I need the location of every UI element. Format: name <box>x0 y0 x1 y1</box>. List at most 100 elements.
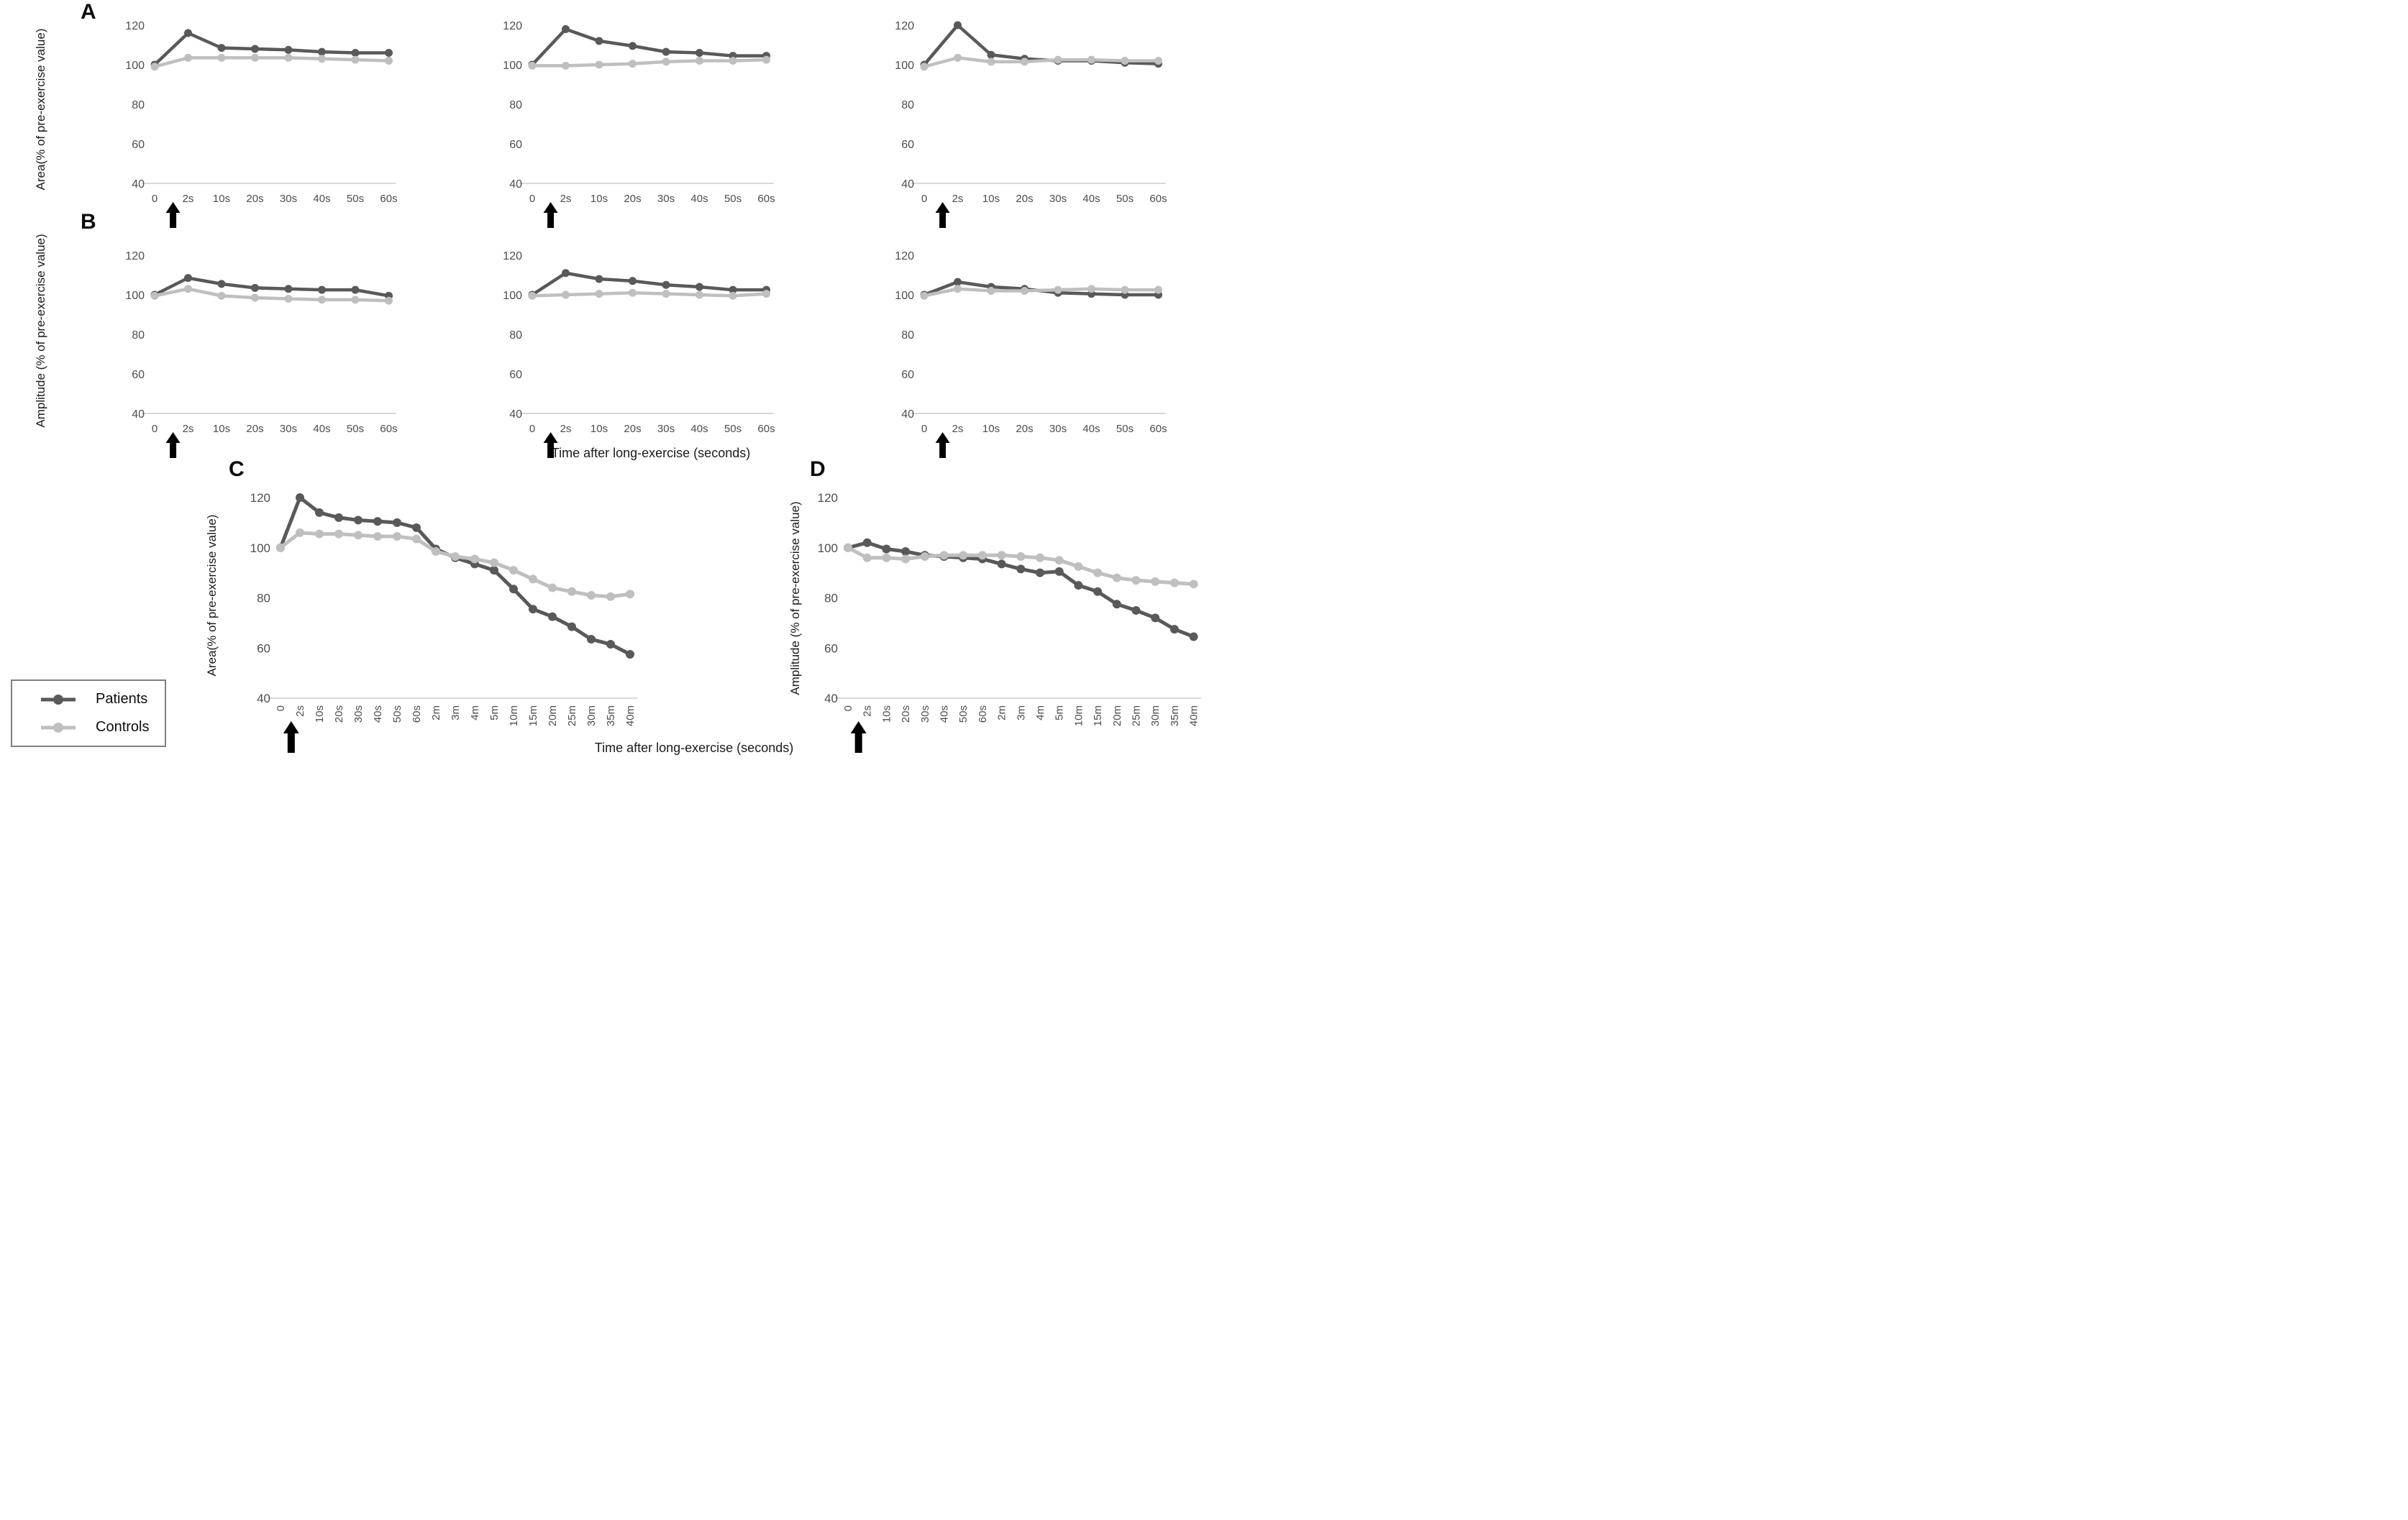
controls-data-point <box>882 553 891 562</box>
x-tick-label: 30s <box>1049 423 1067 435</box>
y-tick-label: 60 <box>509 139 522 151</box>
patients-data-point <box>1016 564 1026 574</box>
x-tick-label: 30s <box>919 705 931 723</box>
y-tick-label: 60 <box>901 139 914 151</box>
y-tick-label: 80 <box>901 329 914 342</box>
patients-data-point <box>987 50 995 59</box>
x-tick-label: 60s <box>977 705 989 723</box>
y-tick-label: 60 <box>824 641 838 655</box>
y-tick-label: 40 <box>257 692 270 705</box>
y-tick-label: 80 <box>509 329 522 342</box>
controls-data-point <box>696 290 703 299</box>
y-tick-label: 80 <box>132 329 145 342</box>
patients-data-point <box>373 517 382 526</box>
patients-series-line <box>530 27 768 67</box>
y-tick-label: 60 <box>901 369 914 381</box>
chart-panel-d: 120 100 80 60 40 0 2s 10s 20s 30s 40s 50s 60s 2m 3m 4m 5… <box>795 464 1216 777</box>
chart-panel-b3: 120 100 80 60 40 0 2s 10s 20s 30s 40s 50s 60s <box>883 234 1192 464</box>
y-tick-label: 60 <box>509 369 522 381</box>
x-tick-label: 20s <box>246 423 263 435</box>
controls-data-point <box>529 574 537 584</box>
figure-canvas: A B C D Area(% of pre-exercise value) Am… <box>0 0 1204 760</box>
controls-data-point <box>1087 55 1095 64</box>
patients-data-point <box>882 544 891 554</box>
y-tick-label: 120 <box>895 20 914 32</box>
y-tick-label: 120 <box>818 491 838 505</box>
controls-data-point <box>729 291 737 300</box>
stimulus-arrow-icon <box>165 202 181 228</box>
controls-data-point <box>1169 578 1179 587</box>
controls-data-point <box>315 529 324 539</box>
stimulus-arrow-icon <box>935 432 950 458</box>
controls-data-point <box>385 296 393 305</box>
x-tick-label: 20s <box>246 193 263 205</box>
x-tick-label: 3m <box>450 705 462 720</box>
legend-marker <box>53 722 63 733</box>
controls-data-point <box>562 290 570 299</box>
x-tick-label: 3m <box>1015 705 1027 720</box>
patients-series-line <box>530 271 768 297</box>
y-tick-label: 120 <box>895 250 914 262</box>
legend-label-patients: Patients <box>96 691 148 707</box>
controls-data-point <box>318 55 326 63</box>
patients-data-point <box>1131 605 1141 615</box>
controls-data-point <box>629 288 637 297</box>
patients-data-point <box>629 277 637 285</box>
x-tick-label: 20s <box>900 705 912 723</box>
panel-c-letter: C <box>229 457 245 481</box>
x-tick-label: 0 <box>529 193 535 205</box>
controls-data-point <box>528 61 537 70</box>
x-tick-label: 50s <box>347 193 364 205</box>
patients-data-point <box>1189 632 1198 641</box>
patients-data-point <box>184 29 192 37</box>
controls-data-point <box>548 583 557 592</box>
controls-series-line <box>278 531 632 599</box>
x-tick-label: 30s <box>280 193 297 205</box>
controls-data-point <box>1054 285 1062 294</box>
y-tick-label: 80 <box>257 592 270 605</box>
chart-panel-b2: 120 100 80 60 40 0 2s 10s 20s 30s 40s 50s 60s <box>491 234 800 464</box>
patients-data-point <box>1151 613 1160 623</box>
chart-panel-a2: 120 100 80 60 40 0 2s 10s 20s 30s 40s 50s 60s <box>491 4 800 234</box>
patients-data-point <box>318 285 326 294</box>
patients-data-point <box>251 283 259 292</box>
legend-item-patients: Patients <box>40 691 165 708</box>
patients-data-point <box>729 285 737 294</box>
x-tick-label: 50s <box>724 193 742 205</box>
patients-data-point <box>567 622 576 631</box>
x-tick-label: 2s <box>183 423 194 435</box>
controls-data-point <box>1074 562 1083 571</box>
x-tick-label: 50s <box>1116 423 1134 435</box>
x-tick-label: 4m <box>469 705 481 720</box>
controls-data-point <box>595 290 603 298</box>
y-tick-label: 100 <box>895 290 914 302</box>
patients-data-point <box>954 278 962 286</box>
controls-data-point <box>217 53 226 62</box>
patients-data-point <box>393 518 401 527</box>
y-tick-label: 80 <box>132 99 145 111</box>
x-tick-label: 40s <box>1082 193 1100 205</box>
patients-data-point <box>509 585 518 594</box>
patients-data-point <box>296 493 304 502</box>
y-tick-label: 60 <box>257 641 270 655</box>
x-tick-label: 20s <box>1016 193 1033 205</box>
patients-series-line <box>152 276 391 298</box>
legend-marker <box>53 694 63 705</box>
x-tick-label: 60s <box>757 423 775 435</box>
controls-data-point <box>1054 556 1064 565</box>
patients-data-point <box>251 45 259 53</box>
x-tick-label: 35m <box>1169 705 1181 726</box>
y-tick-label: 100 <box>125 290 145 302</box>
stimulus-arrow-icon <box>543 432 558 458</box>
patients-data-point <box>595 275 603 283</box>
patients-data-point <box>595 37 603 45</box>
x-tick-label: 40s <box>690 193 708 205</box>
controls-data-point <box>1151 577 1160 586</box>
x-tick-label: 15m <box>527 705 539 726</box>
stimulus-arrow-icon <box>935 202 950 228</box>
controls-series-line <box>530 58 768 68</box>
x-tick-label: 20m <box>1111 705 1123 726</box>
controls-data-point <box>284 295 293 303</box>
y-tick-label: 80 <box>824 592 838 605</box>
y-tick-label: 60 <box>132 369 145 381</box>
